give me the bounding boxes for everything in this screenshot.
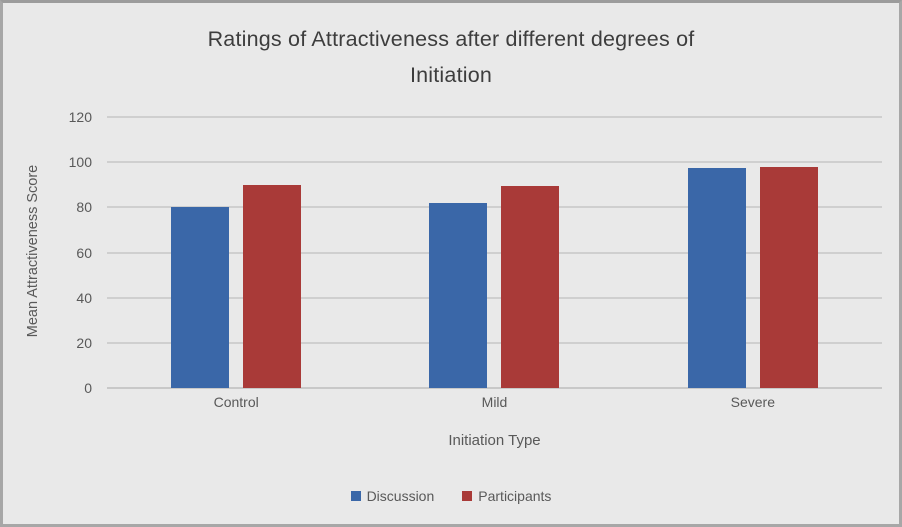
bar-group-severe xyxy=(624,117,882,388)
category-labels: Control Mild Severe xyxy=(107,394,882,410)
gridline-40 xyxy=(107,297,882,299)
legend-swatch-discussion xyxy=(350,491,361,501)
bar-group-mild xyxy=(365,117,623,388)
chart-title: Ratings of Attractiveness after differen… xyxy=(3,21,899,93)
bar-discussion-severe xyxy=(687,167,746,388)
bars-layer xyxy=(107,117,882,388)
bar-participants-mild xyxy=(501,186,560,388)
legend-label-discussion: Discussion xyxy=(366,488,435,504)
gridline-80 xyxy=(107,206,882,208)
legend: Discussion Participants xyxy=(3,488,899,504)
y-tick-label-0: 0 xyxy=(84,380,92,396)
y-tick-label-80: 80 xyxy=(76,199,92,216)
legend-item-participants: Participants xyxy=(462,488,551,504)
category-label-control: Control xyxy=(213,394,259,410)
x-axis-line xyxy=(107,387,882,389)
bar-group-control xyxy=(107,117,365,388)
gridline-120 xyxy=(107,116,882,118)
x-axis-title: Initiation Type xyxy=(448,432,541,449)
bar-participants-control xyxy=(243,184,302,388)
bar-participants-severe xyxy=(759,167,818,388)
y-tick-label-120: 120 xyxy=(68,109,92,125)
y-tick-label-20: 20 xyxy=(76,334,92,351)
chart-title-line-2: Initiation xyxy=(409,63,493,87)
legend-item-discussion: Discussion xyxy=(350,488,435,504)
y-tick-label-40: 40 xyxy=(76,289,92,306)
gridline-100 xyxy=(107,161,882,163)
category-label-severe: Severe xyxy=(730,394,775,410)
plot-area: 0 20 40 60 80 100 120 xyxy=(69,109,882,396)
bar-discussion-control xyxy=(171,206,230,388)
gridline-20 xyxy=(107,342,882,344)
chart-title-line-1: Ratings of Attractiveness after differen… xyxy=(207,27,695,51)
legend-swatch-participants xyxy=(462,491,473,501)
y-tick-label-100: 100 xyxy=(68,154,92,171)
gridline-60 xyxy=(107,252,882,253)
legend-label-participants: Participants xyxy=(478,488,552,504)
category-label-mild: Mild xyxy=(481,394,508,410)
y-tick-label-60: 60 xyxy=(76,244,92,261)
bar-discussion-mild xyxy=(429,203,488,388)
y-axis-title: Mean Attractiveness Score xyxy=(25,164,41,338)
